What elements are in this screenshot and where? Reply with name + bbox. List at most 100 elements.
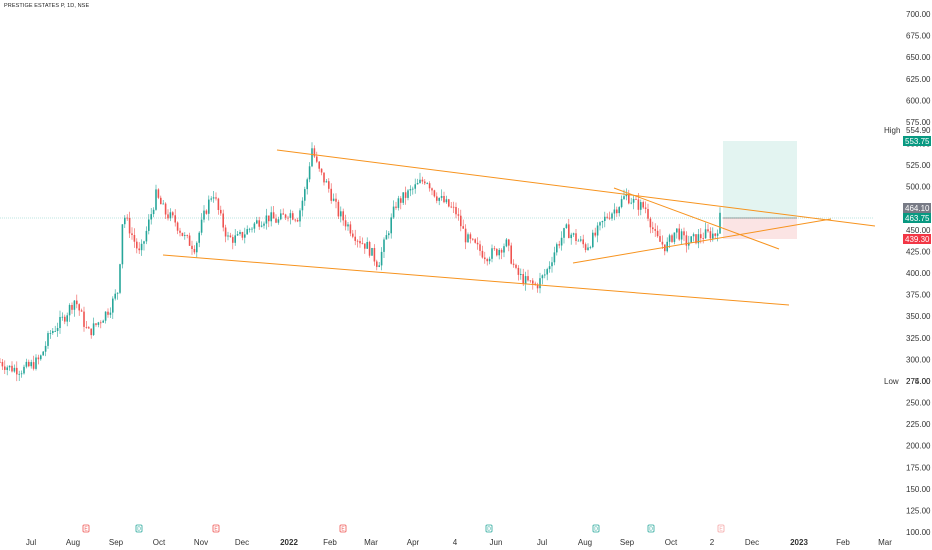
price-tick-label: 675.00 [906,32,931,41]
high-label: High [884,126,900,135]
event-marker[interactable]: E [339,524,347,533]
price-tag-box [903,213,931,223]
candle [527,269,529,282]
candle [719,207,721,234]
candle [8,365,11,371]
candle [692,232,695,242]
event-marker[interactable]: D [485,524,493,533]
candle [404,186,407,205]
candle [234,229,236,246]
candle [608,211,611,221]
candle [493,245,496,251]
event-marker[interactable]: D [135,524,143,533]
candle [128,211,131,238]
candle [472,238,474,241]
candle [378,262,380,268]
candle [301,197,304,217]
profit-zone[interactable] [723,141,797,218]
time-axis[interactable]: Jul Aug Sep Oct Nov Dec 2022 Feb Mar Apr 4 Jun Jul Au… [26,538,892,547]
candle [30,359,32,369]
time-tick-label: Oct [665,538,678,547]
candle [344,214,347,231]
price-axis[interactable]: 700.00675.00650.00625.00600.00575.00550.… [906,10,931,537]
candle [553,246,556,266]
time-tick-label: Sep [109,538,124,547]
event-marker[interactable]: E [212,524,220,533]
svg-text:E: E [214,527,218,533]
candle [659,229,661,242]
candle [88,326,90,329]
candle [40,354,42,361]
event-marker[interactable]: D [592,524,600,533]
triangle-lower-line[interactable] [572,218,832,264]
candle [476,237,479,250]
candle [611,212,613,221]
candle [44,341,47,357]
event-marker[interactable]: E [82,524,90,533]
candle [227,231,229,241]
candle [35,354,37,371]
price-tick-label: 125.00 [906,506,931,515]
candle [510,242,512,265]
candle [92,317,95,336]
candle [505,238,508,248]
candle [448,198,450,208]
candle [392,200,395,219]
candle [47,330,49,349]
candle [707,224,709,233]
svg-text:E: E [719,527,723,533]
time-tick-label: 2022 [280,538,298,547]
candle [323,172,325,186]
candle [112,296,114,319]
candle [630,197,632,205]
candle [102,319,104,323]
candle [376,259,378,271]
event-marker[interactable]: D [647,524,655,533]
candle [20,370,23,378]
loss-zone[interactable] [723,218,797,239]
candle [28,359,30,368]
triangle-upper-line[interactable] [613,187,780,250]
candle [412,186,414,195]
candle [354,229,356,246]
candle [42,351,44,356]
upper-channel-line[interactable] [276,149,876,227]
candle [656,225,659,238]
time-tick-label: Mar [364,538,378,547]
candle [666,237,668,253]
candle [676,228,678,239]
candle [138,242,140,254]
candle [443,191,445,204]
time-tick-label: Jul [537,538,547,547]
candle [49,330,52,339]
event-marker[interactable]: E [717,524,725,533]
candle [37,354,40,365]
candle [210,196,212,202]
candle [80,308,83,312]
candle [73,300,76,317]
lower-channel-line[interactable] [162,254,790,306]
candle [491,244,493,263]
candle [196,241,198,258]
price-tag-box [903,234,931,244]
candle [402,192,404,205]
candle [685,231,688,253]
candle [325,179,328,183]
candle [445,195,448,204]
trendlines[interactable] [162,149,876,306]
candle [397,195,400,211]
candle [162,200,164,205]
candle [251,227,253,233]
candle [618,206,620,217]
candle [258,216,260,230]
candle [330,183,332,204]
candle [131,227,133,240]
candle [455,202,457,219]
candle [616,206,618,217]
candles [0,142,721,382]
long-position-tool[interactable] [723,141,797,239]
candle [78,303,80,316]
svg-text:D: D [487,527,491,533]
